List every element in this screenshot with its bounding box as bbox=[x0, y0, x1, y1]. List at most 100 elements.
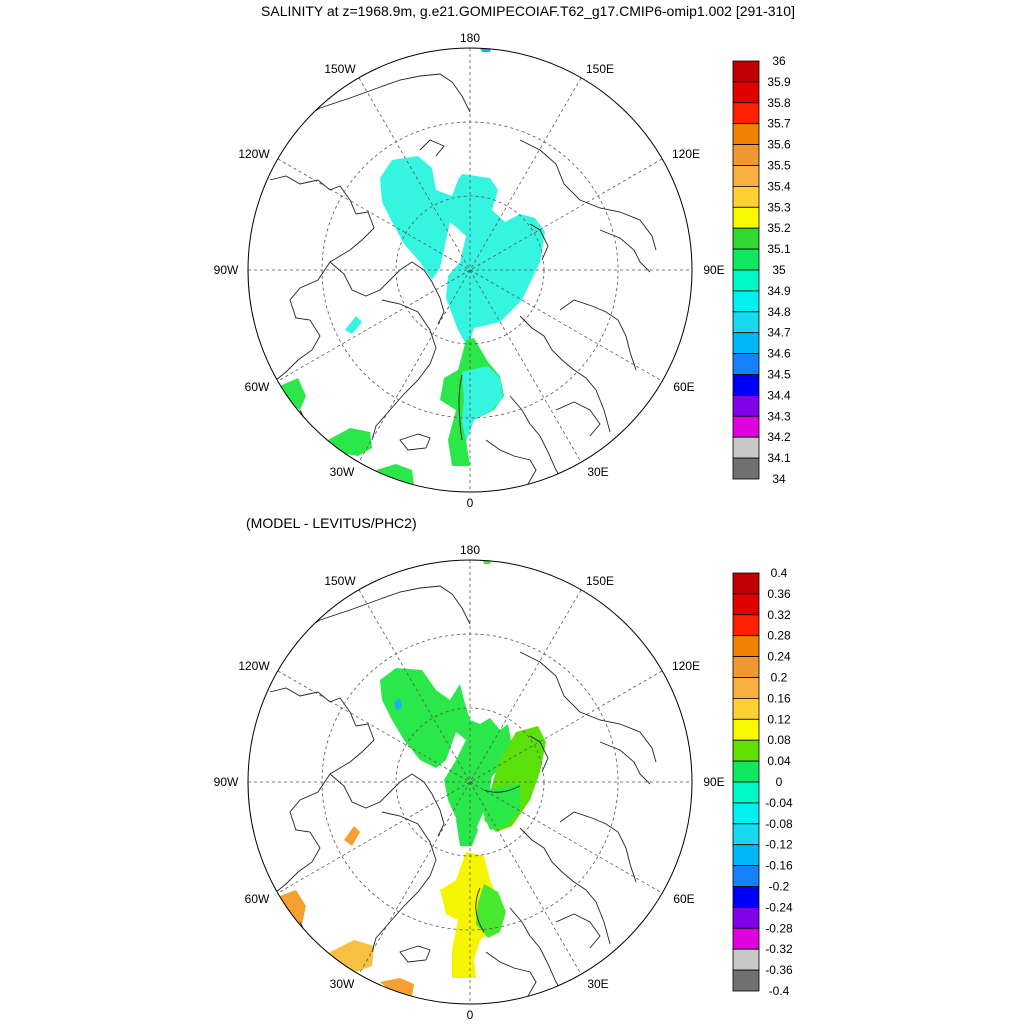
bottom-colorbar: 0.4 0.36 0.32 0.28 0.24 0.2 0.16 0.12 0.08 0.04 0 -… bbox=[732, 566, 793, 998]
top-colorbar-swatch bbox=[732, 269, 760, 292]
top-colorbar-swatch bbox=[732, 206, 760, 229]
bottom-colorbar-swatch bbox=[732, 593, 760, 616]
top-colorbar-swatch bbox=[732, 290, 760, 313]
top-colorbar-swatch bbox=[732, 123, 760, 145]
top-colorbar-label: 34.8 bbox=[767, 305, 791, 319]
top-colorbar-swatch bbox=[732, 81, 760, 104]
bottom-colorbar-swatch bbox=[732, 844, 760, 867]
top-label-30W: 30W bbox=[330, 465, 355, 479]
bottom-colorbar-label: -0.16 bbox=[765, 859, 793, 873]
top-colorbar-swatch bbox=[732, 311, 760, 334]
top-colorbar-label: 35.7 bbox=[767, 117, 791, 131]
top-longitude-labels: 180 150W 150E 120W 120E 90W 90E 60W 60E … bbox=[214, 31, 725, 510]
bottom-graticule bbox=[248, 560, 692, 1004]
top-colorbar-swatch bbox=[732, 436, 760, 459]
top-labrador-fill bbox=[280, 378, 306, 410]
bottom-label-60E: 60E bbox=[673, 892, 694, 906]
top-colorbar-label: 35.8 bbox=[767, 96, 791, 110]
top-colorbar-label: 34.9 bbox=[767, 284, 791, 298]
bottom-colorbar-swatch bbox=[732, 718, 760, 741]
bottom-baffin-patch bbox=[344, 826, 360, 846]
top-colorbar-swatch bbox=[732, 457, 760, 480]
bottom-norwegian-green-fill bbox=[476, 884, 506, 938]
top-colorbar-label: 34.4 bbox=[767, 388, 791, 402]
bottom-colorbar-swatch bbox=[732, 886, 760, 908]
bottom-colorbar-swatch bbox=[732, 572, 760, 595]
top-baffin-patch bbox=[345, 316, 362, 334]
bottom-map-border bbox=[247, 559, 693, 1005]
top-label-150E: 150E bbox=[586, 62, 614, 76]
top-colorbar-swatch bbox=[732, 227, 760, 250]
top-colorbar-swatch bbox=[732, 332, 760, 355]
top-colorbar-swatch bbox=[732, 415, 760, 438]
top-colorbar-label: 35.5 bbox=[767, 159, 791, 173]
bottom-label-120W: 120W bbox=[238, 659, 270, 673]
top-colorbar-swatch bbox=[732, 248, 760, 271]
bottom-colorbar-swatch bbox=[732, 677, 760, 699]
bottom-contour-line-2 bbox=[483, 785, 521, 793]
bottom-colorbar-label: 0.24 bbox=[767, 650, 791, 664]
bottom-colorbar-swatch bbox=[732, 969, 760, 992]
bottom-colorbar-swatch bbox=[732, 802, 760, 825]
top-label-0: 0 bbox=[467, 496, 474, 510]
top-colorbar-label: 34.6 bbox=[767, 347, 791, 361]
bottom-colorbar-swatch bbox=[732, 739, 760, 762]
top-polar-map: 180 150W 150E 120W 120E 90W 90E 60W 60E … bbox=[214, 31, 725, 510]
top-label-90E: 90E bbox=[703, 263, 724, 277]
top-label-180: 180 bbox=[460, 31, 480, 45]
top-colorbar: 36 35.9 35.8 35.7 35.6 35.5 35.4 35.3 35.2 35.1 35… bbox=[732, 54, 791, 486]
bottom-label-30E: 30E bbox=[587, 977, 608, 991]
bottom-colorbar-label: -0.28 bbox=[765, 921, 793, 935]
bottom-arctic-basin-fill bbox=[380, 668, 512, 842]
bottom-label-150W: 150W bbox=[324, 574, 356, 588]
top-colorbar-label: 34.3 bbox=[767, 409, 791, 423]
bottom-colorbar-label: -0.36 bbox=[765, 963, 793, 977]
bottom-polar-map: 180 150W 150E 120W 120E 90W 90E 60W 60E … bbox=[214, 543, 725, 1022]
bottom-colorbar-label: 0.12 bbox=[767, 712, 791, 726]
bottom-colorbar-swatch bbox=[732, 635, 760, 658]
bottom-colorbar-swatch bbox=[732, 948, 760, 971]
bottom-colorbar-swatch bbox=[732, 614, 760, 637]
bottom-colorbar-label: 0 bbox=[776, 775, 783, 789]
top-label-60W: 60W bbox=[245, 380, 270, 394]
bottom-colorbar-label: 0.4 bbox=[771, 566, 788, 580]
top-greenland-sea-fill bbox=[462, 366, 503, 442]
bottom-label-150E: 150E bbox=[586, 574, 614, 588]
top-colorbar-label: 34.1 bbox=[767, 451, 791, 465]
bottom-colorbar-label: -0.2 bbox=[769, 880, 790, 894]
top-colorbar-label: 35.1 bbox=[767, 242, 791, 256]
bottom-label-90E: 90E bbox=[703, 775, 724, 789]
bottom-colorbar-label: 0.08 bbox=[767, 733, 791, 747]
top-colorbar-label: 34.5 bbox=[767, 368, 791, 382]
top-colorbar-swatch bbox=[732, 102, 760, 125]
bottom-colorbar-label: -0.32 bbox=[765, 942, 793, 956]
bottom-colorbar-label: -0.4 bbox=[769, 984, 790, 998]
top-label-150W: 150W bbox=[324, 62, 356, 76]
top-colorbar-swatch bbox=[732, 185, 760, 208]
top-colorbar-label: 34 bbox=[772, 472, 786, 486]
top-label-120W: 120W bbox=[238, 147, 270, 161]
bottom-colorbar-swatch bbox=[732, 823, 760, 846]
top-label-90W: 90W bbox=[214, 263, 239, 277]
top-colorbar-swatch bbox=[732, 144, 760, 166]
top-colorbar-swatch bbox=[732, 60, 760, 83]
top-colorbar-label: 35.4 bbox=[767, 179, 791, 193]
bottom-colorbar-label: 0.36 bbox=[767, 587, 791, 601]
bottom-label-120E: 120E bbox=[672, 659, 700, 673]
bottom-colorbar-label: -0.12 bbox=[765, 838, 793, 852]
bottom-label-90W: 90W bbox=[214, 775, 239, 789]
bottom-colorbar-label: 0.28 bbox=[767, 629, 791, 643]
bottom-label-0: 0 bbox=[467, 1008, 474, 1022]
bottom-labrador-fill bbox=[280, 890, 306, 924]
top-map-border bbox=[247, 47, 693, 493]
bottom-contour-line bbox=[475, 887, 485, 933]
top-label-60E: 60E bbox=[673, 380, 694, 394]
top-colorbar-label: 35.2 bbox=[767, 221, 791, 235]
map-subtitle: (MODEL - LEVITUS/PHC2) bbox=[246, 515, 417, 531]
bottom-colorbar-label: 0.04 bbox=[767, 754, 791, 768]
bottom-colorbar-label: -0.04 bbox=[765, 796, 793, 810]
bottom-colorbar-label: -0.24 bbox=[765, 900, 793, 914]
top-graticule bbox=[248, 48, 692, 492]
bottom-iceland-basin-fill bbox=[380, 978, 414, 996]
